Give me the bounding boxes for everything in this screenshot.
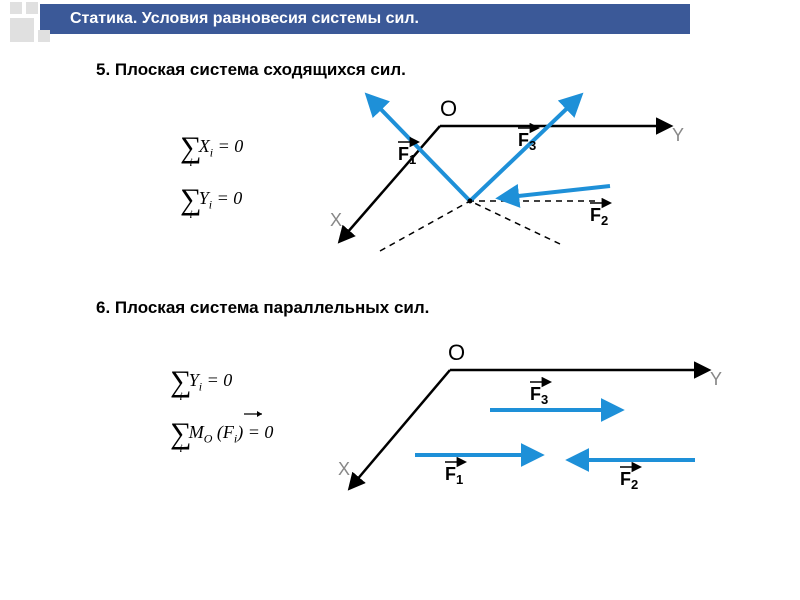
eq-sum-moment: ∑i MO (Fi) = 0 bbox=[170, 414, 273, 454]
slide-title: Статика. Условия равновесия системы сил. bbox=[70, 10, 419, 28]
label-O-2: O bbox=[448, 340, 465, 365]
axis-x bbox=[340, 126, 440, 241]
concurrent-point bbox=[468, 199, 473, 204]
eq-sum-x: ∑i Xi = 0 bbox=[180, 128, 243, 168]
label-F1-p: F1 bbox=[445, 464, 463, 487]
section-5-equations: ∑i Xi = 0 ∑i Yi = 0 bbox=[180, 128, 243, 232]
label-X-2: X bbox=[338, 459, 350, 479]
overarrow-Fi bbox=[242, 408, 266, 420]
label-X: X bbox=[330, 210, 342, 230]
eq-sum-y-6: ∑i Yi = 0 bbox=[170, 362, 273, 402]
label-F3: F3 bbox=[518, 130, 536, 153]
dashed-f3-ext bbox=[380, 201, 470, 251]
label-Y-2: Y bbox=[710, 369, 722, 389]
label-F2-p: F2 bbox=[620, 469, 638, 492]
label-Y: Y bbox=[672, 125, 684, 145]
force-f2 bbox=[500, 186, 610, 198]
label-O: O bbox=[440, 96, 457, 121]
section-5-title: 5. Плоская система сходящихся сил. bbox=[96, 60, 406, 80]
label-F1: F1 bbox=[398, 144, 416, 167]
label-F3-p: F3 bbox=[530, 384, 548, 407]
section-6-title: 6. Плоская система параллельных сил. bbox=[96, 298, 429, 318]
diagram-parallel-forces: Y X O F3 F1 F2 bbox=[330, 330, 730, 520]
slide-header: Статика. Условия равновесия системы сил. bbox=[40, 4, 690, 34]
diagram-concurrent-forces: Y X O F1 F3 F2 bbox=[310, 86, 690, 276]
dashed-f1-ext bbox=[470, 201, 560, 244]
axis-x-2 bbox=[350, 370, 450, 488]
label-F2: F2 bbox=[590, 205, 608, 228]
eq-sum-y: ∑i Yi = 0 bbox=[180, 180, 243, 220]
section-6-equations: ∑i Yi = 0 ∑i MO (Fi) = 0 bbox=[170, 362, 273, 466]
